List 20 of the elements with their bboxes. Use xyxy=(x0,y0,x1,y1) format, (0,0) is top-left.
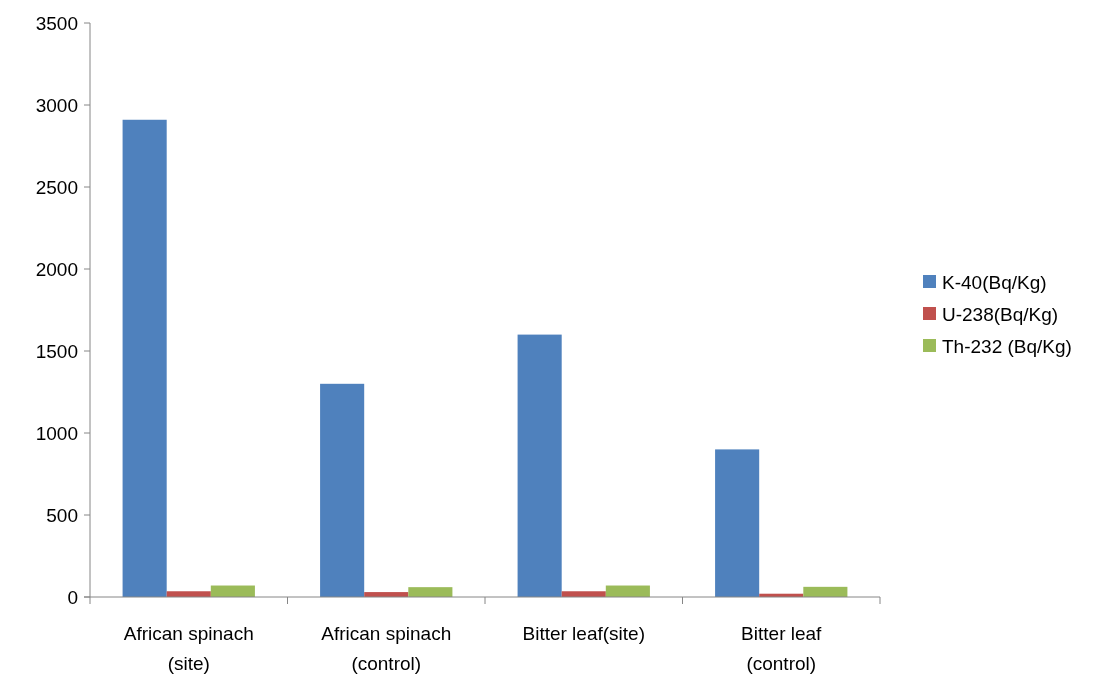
legend-label: K-40(Bq/Kg) xyxy=(942,271,1047,293)
y-tick-label: 1500 xyxy=(35,340,78,362)
y-tick-label: 500 xyxy=(46,504,78,526)
bar xyxy=(122,119,167,597)
y-tick-label: 3500 xyxy=(35,12,78,34)
x-tick-label: African spinach (site) xyxy=(123,623,254,674)
bar xyxy=(715,449,760,597)
legend-label: Th-232 (Bq/Kg) xyxy=(942,335,1072,357)
y-tick-label: 0 xyxy=(67,586,78,608)
x-tick-label: African spinach (control) xyxy=(321,623,452,674)
y-tick-label: 2500 xyxy=(35,176,78,198)
x-tick-label: Bitter leaf(site) xyxy=(522,623,645,644)
bar xyxy=(408,587,453,597)
x-tick-label: Bitter leaf (control) xyxy=(741,623,823,674)
y-tick-label: 1000 xyxy=(35,422,78,444)
bar xyxy=(320,383,365,597)
legend-label: U-238(Bq/Kg) xyxy=(942,303,1059,325)
bar xyxy=(517,334,562,597)
y-tick-label: 2000 xyxy=(35,258,78,280)
y-tick-label: 3000 xyxy=(35,94,78,116)
